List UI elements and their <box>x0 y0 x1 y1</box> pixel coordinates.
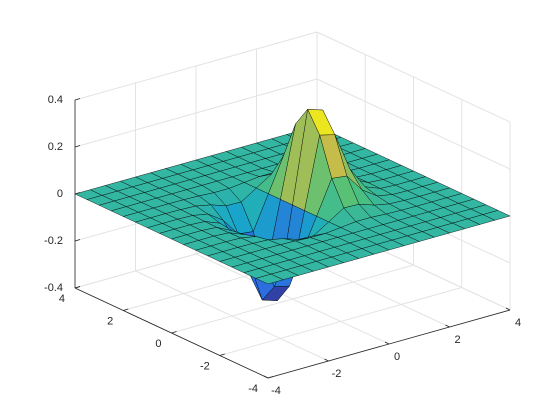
z-tick-label: -0.2 <box>44 235 63 247</box>
tick-mark <box>74 192 81 195</box>
tick-mark <box>74 145 81 148</box>
x-tick-label: -2 <box>332 368 342 380</box>
tick-mark <box>74 239 81 242</box>
grid-line <box>74 31 318 101</box>
surface-patch <box>255 273 284 285</box>
tick-mark <box>74 286 81 289</box>
x-tick-label: 2 <box>454 334 460 346</box>
tick-mark <box>324 358 329 362</box>
y-tick-label: 2 <box>107 315 113 327</box>
y-tick-label: 0 <box>155 338 161 350</box>
grid-line <box>171 264 414 334</box>
z-tick-label: 0.2 <box>48 141 63 153</box>
grid-line <box>219 287 462 356</box>
tick-mark <box>267 376 274 379</box>
x-tick-label: 4 <box>515 317 521 329</box>
z-tick-label: 0.4 <box>48 94 63 106</box>
y-tick-label: -4 <box>248 383 258 395</box>
tick-mark <box>384 341 390 345</box>
tick-mark <box>505 307 511 311</box>
grid-line <box>74 78 318 148</box>
x-tick-label: -4 <box>271 385 281 397</box>
z-tick-label: -0.4 <box>44 282 63 294</box>
tick-mark <box>74 98 81 101</box>
tick-mark <box>445 324 450 328</box>
tick-mark <box>123 308 129 311</box>
tick-mark <box>219 353 225 356</box>
tick-mark <box>263 375 269 379</box>
grid-line <box>316 78 511 170</box>
tick-mark <box>171 331 177 334</box>
y-tick-label: -2 <box>200 360 210 372</box>
y-tick-label: 4 <box>59 293 65 305</box>
x-tick-label: 0 <box>394 351 400 363</box>
grid-line <box>316 31 511 123</box>
z-tick-label: 0 <box>57 188 63 200</box>
